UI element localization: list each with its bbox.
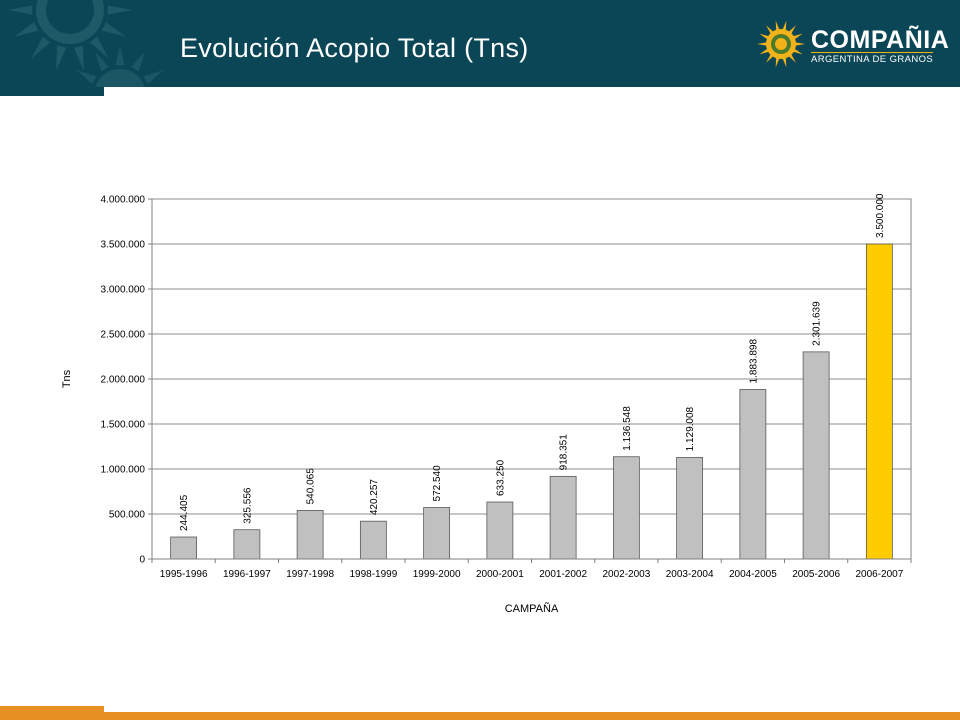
- x-tick-label: 2004-2005: [729, 569, 777, 580]
- logo-wordmark: COMPAÑIA: [811, 26, 950, 54]
- y-tick-label: 1.000.000: [101, 465, 146, 476]
- bar-1997-1998: [296, 509, 324, 560]
- bars: 244.405 325.556 540.065 420.257 572.540 633.2…: [170, 193, 893, 560]
- y-tick-label: 3.500.000: [101, 240, 146, 251]
- logo-subtitle: ARGENTINA DE GRANOS: [811, 52, 934, 65]
- x-tick-label: 1997-1998: [286, 569, 334, 580]
- bar-chart: 0 500.000 1.000.000 1.500.000 2.000.000 2.500…: [61, 193, 912, 615]
- data-label: 420.257: [369, 479, 380, 516]
- data-label: 540.065: [306, 468, 317, 505]
- x-axis-labels: 1995-1996 1996-1997 1997-1998 1998-1999 1999…: [160, 569, 904, 580]
- y-tick-label: 3.000.000: [101, 285, 146, 296]
- x-tick-label: 2003-2004: [666, 569, 714, 580]
- bar-2000-2001: [486, 501, 514, 560]
- x-tick-label: 2002-2003: [602, 569, 650, 580]
- data-label: 325.556: [242, 487, 253, 524]
- axes: [151, 199, 912, 563]
- y-tick-label: 1.500.000: [101, 420, 146, 431]
- bar-2001-2002: [549, 475, 577, 560]
- data-label: 2.301.639: [812, 301, 823, 346]
- y-tick-label: 4.000.000: [101, 195, 146, 206]
- x-tick-label: 1995-1996: [160, 569, 208, 580]
- bar-2006-2007: [865, 243, 893, 560]
- grid-lines: [151, 198, 912, 560]
- x-axis-title: CAMPAÑA: [505, 602, 559, 615]
- logo-sun-icon: [757, 20, 805, 68]
- data-label: 1.129.008: [685, 406, 696, 451]
- x-tick-label: 2001-2002: [539, 569, 587, 580]
- x-tick-label: 1998-1999: [349, 569, 397, 580]
- bar-2004-2005: [739, 389, 767, 560]
- header-band: Evolución Acopio Total (Tns) COMPAÑIA AR…: [0, 0, 960, 87]
- data-label: 633.250: [495, 459, 506, 496]
- data-label: 1.136.548: [622, 406, 633, 451]
- page-title: Evolución Acopio Total (Tns): [180, 33, 529, 63]
- bar-1996-1997: [233, 529, 261, 560]
- bar-1998-1999: [359, 520, 387, 560]
- y-axis-title: Tns: [61, 369, 73, 388]
- bar-2003-2004: [676, 456, 704, 560]
- bar-2002-2003: [612, 456, 640, 560]
- y-tick-label: 2.500.000: [101, 330, 146, 341]
- x-tick-label: 2006-2007: [855, 569, 903, 580]
- company-logo: COMPAÑIA ARGENTINA DE GRANOS: [756, 18, 950, 70]
- bar-2005-2006: [802, 351, 830, 560]
- x-tick-label: 2005-2006: [792, 569, 840, 580]
- y-tick-label: 2.000.000: [101, 375, 146, 386]
- data-label: 244.405: [179, 494, 190, 531]
- data-label: 572.540: [432, 465, 443, 502]
- data-label: 1.883.898: [748, 339, 759, 384]
- x-tick-label: 2000-2001: [476, 569, 524, 580]
- bar-1999-2000: [423, 507, 451, 560]
- data-label: 3.500.000: [875, 193, 886, 238]
- header-tab-accent: [0, 87, 104, 96]
- y-tick-label: 0: [139, 555, 145, 566]
- footer-bar: [0, 712, 960, 720]
- y-axis-ticks: 0 500.000 1.000.000 1.500.000 2.000.000 2.500…: [101, 195, 152, 566]
- x-tick-label: 1999-2000: [413, 569, 461, 580]
- y-tick-label: 500.000: [109, 510, 146, 521]
- bar-1995-1996: [170, 536, 198, 560]
- sun-decoration-icon: [8, 0, 164, 87]
- x-tick-label: 1996-1997: [223, 569, 271, 580]
- data-label: 918.351: [559, 434, 570, 471]
